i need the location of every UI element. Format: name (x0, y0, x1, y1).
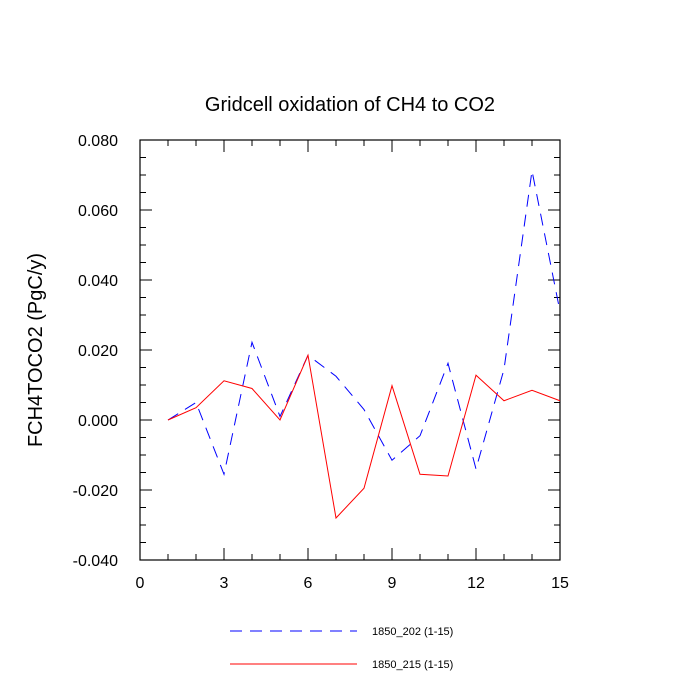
y-tick-label: 0.080 (78, 133, 118, 150)
series-line-1 (167, 170, 561, 476)
y-tick-label: 0.020 (78, 343, 118, 360)
series-layer (167, 170, 561, 520)
plot-area: 0 3 6 9 12 15 -0.040 -0.020 0.000 0.020 0.040 0.060… (73, 133, 569, 592)
y-tick-label: -0.020 (73, 483, 118, 500)
chart-title: Gridcell oxidation of CH4 to CO2 (205, 94, 495, 116)
legend: 1850_202 (1-15) 1850_215 (1-15) (230, 626, 453, 671)
y-tick-label: -0.040 (73, 553, 118, 570)
x-tick-label: 6 (304, 575, 313, 592)
x-tick-label: 15 (551, 575, 569, 592)
plot-frame (139, 139, 561, 561)
x-tick-label: 3 (220, 575, 229, 592)
series-line-2 (167, 353, 561, 520)
x-tick-label: 9 (388, 575, 397, 592)
legend-label-1: 1850_202 (1-15) (372, 626, 453, 638)
y-tick-label: 0.000 (78, 413, 118, 430)
legend-label-2: 1850_215 (1-15) (372, 659, 453, 671)
x-tick-label: 0 (136, 575, 145, 592)
y-axis-label: FCH4TOCO2 (PgC/y) (25, 253, 47, 447)
y-tick-label: 0.040 (78, 273, 118, 290)
x-tick-label: 12 (467, 575, 485, 592)
y-tick-label: 0.060 (78, 203, 118, 220)
